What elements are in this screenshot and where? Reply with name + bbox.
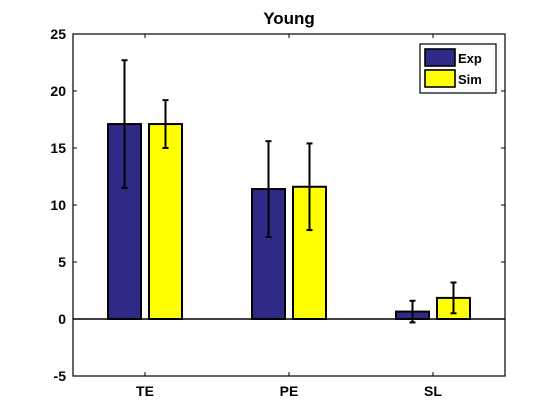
y-tick-label: 25	[50, 26, 66, 42]
errorbar-sim-pe	[306, 142, 313, 232]
y-tick-label: 20	[50, 83, 66, 99]
y-tick-label: 5	[58, 254, 66, 270]
legend-label-sim: Sim	[458, 72, 482, 87]
bar-sim-te	[148, 123, 183, 320]
y-tick-label: 15	[50, 140, 66, 156]
legend-label-exp: Exp	[458, 51, 482, 66]
legend-swatch-exp	[424, 48, 456, 67]
y-tick-label: -5	[54, 368, 67, 384]
plot-area	[72, 33, 506, 377]
y-tick-label: 10	[50, 197, 66, 213]
legend-swatch-sim	[424, 69, 456, 88]
errorbar-exp-pe	[265, 140, 272, 238]
legend: Exp Sim	[419, 43, 497, 94]
chart-title: Young	[263, 9, 315, 28]
y-tick-label: 0	[58, 311, 66, 327]
x-tick-label: SL	[424, 383, 442, 399]
x-tick-label: PE	[280, 383, 299, 399]
y-axis: -5 0 5 10 15 20 25	[50, 26, 505, 384]
x-tick-label: TE	[136, 383, 154, 399]
errorbar-exp-te	[121, 59, 128, 189]
x-axis: TE PE SL	[136, 34, 442, 399]
errorbar-sim-te	[162, 99, 169, 149]
errorbar-sim-sl	[450, 281, 457, 315]
errorbar-exp-sl	[409, 299, 416, 324]
